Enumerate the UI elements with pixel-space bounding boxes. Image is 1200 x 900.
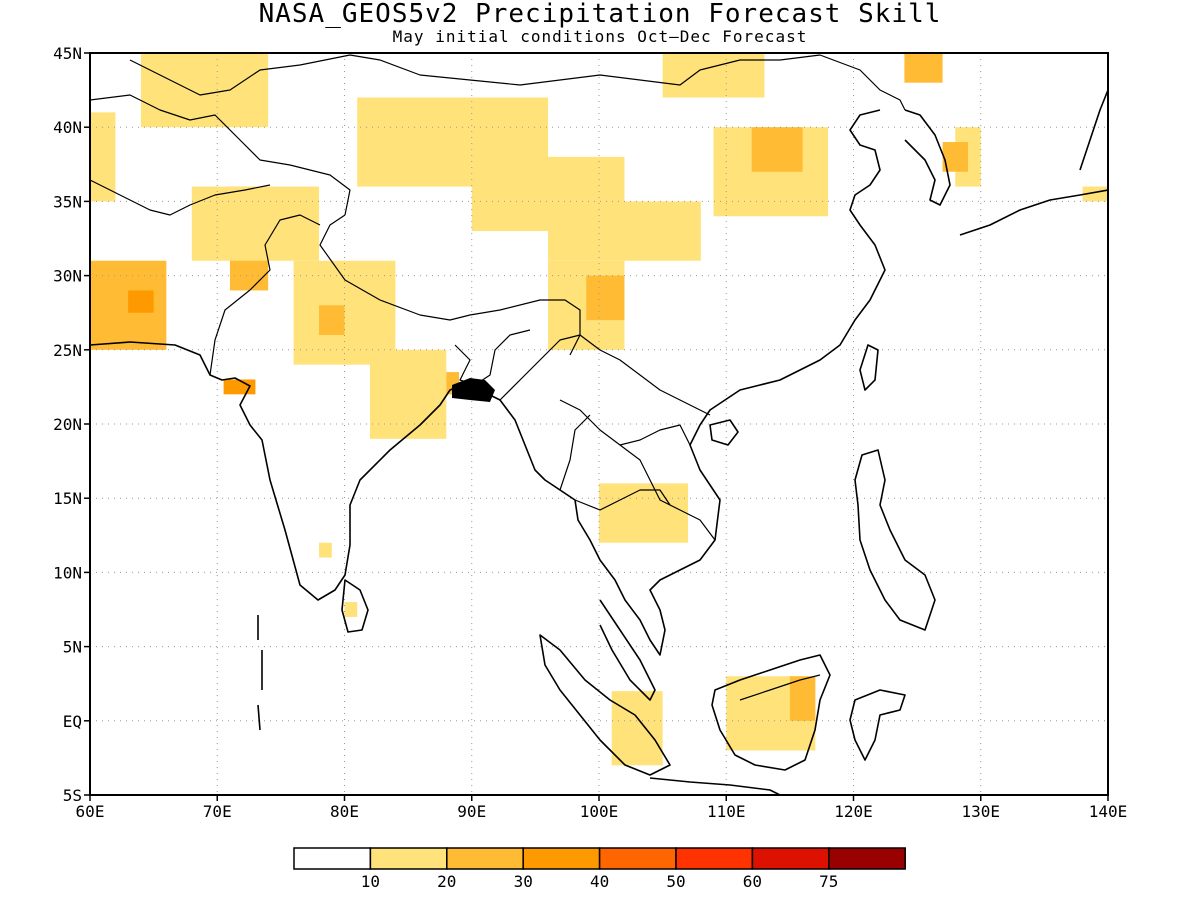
lat-tick-label: 40N bbox=[53, 118, 82, 137]
skill-region bbox=[751, 127, 803, 172]
legend-swatch bbox=[751, 847, 830, 870]
legend-label: 40 bbox=[590, 872, 609, 891]
lon-tick-label: 100E bbox=[580, 802, 619, 821]
skill-region bbox=[128, 290, 154, 313]
skill-region bbox=[599, 483, 689, 543]
lat-tick-label: 25N bbox=[53, 341, 82, 360]
legend-swatch bbox=[675, 847, 754, 870]
skill-region bbox=[140, 53, 269, 128]
grid-lines bbox=[90, 53, 1108, 795]
legend-label: 75 bbox=[819, 872, 838, 891]
lon-tick-label: 70E bbox=[203, 802, 232, 821]
legend-swatch bbox=[828, 847, 906, 870]
skill-region bbox=[319, 542, 332, 558]
lat-tick-label: 45N bbox=[53, 44, 82, 63]
country-borders-layer bbox=[90, 54, 906, 701]
skill-region bbox=[1082, 186, 1108, 202]
longitude-axis: 60E 70E 80E 90E 100E 110E 120E 130E 140E bbox=[76, 795, 1128, 821]
lon-tick-label: 90E bbox=[457, 802, 486, 821]
skill-region bbox=[319, 305, 345, 335]
legend-label: 30 bbox=[514, 872, 533, 891]
skill-region bbox=[548, 201, 701, 261]
lat-tick-label: 35N bbox=[53, 192, 82, 211]
legend-swatch bbox=[598, 847, 677, 870]
legend-swatch bbox=[293, 847, 372, 870]
map-subtitle: May initial conditions Oct–Dec Forecast bbox=[392, 27, 808, 46]
legend-label: 10 bbox=[361, 872, 380, 891]
lon-tick-label: 130E bbox=[961, 802, 1000, 821]
skill-region bbox=[586, 275, 625, 321]
skill-region bbox=[789, 676, 816, 721]
skill-region bbox=[223, 379, 256, 395]
color-legend: 10 20 30 40 50 60 75 bbox=[293, 847, 906, 891]
lat-tick-label: 5S bbox=[63, 786, 82, 805]
skill-region bbox=[369, 349, 447, 439]
lat-tick-label: 10N bbox=[53, 563, 82, 582]
skill-region bbox=[904, 53, 943, 83]
lon-tick-label: 60E bbox=[76, 802, 105, 821]
map-title: NASA_GEOS5v2 Precipitation Forecast Skil… bbox=[258, 0, 942, 29]
legend-swatch bbox=[446, 847, 524, 870]
lat-tick-label: 5N bbox=[63, 638, 82, 657]
lat-tick-label: EQ bbox=[63, 712, 82, 731]
skill-region bbox=[344, 602, 358, 617]
lon-tick-label: 80E bbox=[330, 802, 359, 821]
delta-coast-detail bbox=[452, 378, 495, 402]
lat-tick-label: 15N bbox=[53, 489, 82, 508]
skill-region bbox=[191, 186, 320, 261]
legend-swatch bbox=[522, 847, 601, 870]
skill-region bbox=[90, 112, 116, 202]
coastline-layer bbox=[90, 89, 1108, 795]
legend-label: 50 bbox=[666, 872, 685, 891]
legend-label: 20 bbox=[437, 872, 456, 891]
skill-region bbox=[611, 691, 663, 766]
legend-label: 60 bbox=[743, 872, 762, 891]
lon-tick-label: 120E bbox=[834, 802, 873, 821]
legend-swatch bbox=[369, 847, 448, 870]
lon-tick-label: 110E bbox=[707, 802, 746, 821]
lon-tick-label: 140E bbox=[1089, 802, 1128, 821]
lat-tick-label: 30N bbox=[53, 267, 82, 286]
latitude-axis: 45N 40N 35N 30N 25N 20N 15N 10N 5N EQ 5S bbox=[53, 44, 90, 805]
lat-tick-label: 20N bbox=[53, 415, 82, 434]
